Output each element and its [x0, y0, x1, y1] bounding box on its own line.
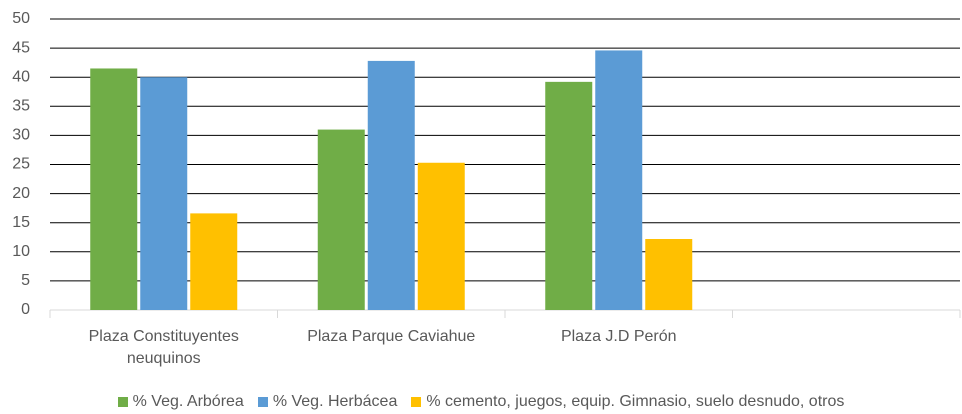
legend-item: % cemento, juegos, equip. Gimnasio, suel…	[411, 393, 844, 411]
legend: % Veg. Arbórea % Veg. Herbácea % cemento, …	[0, 393, 962, 411]
y-tick-label: 35	[12, 98, 30, 115]
y-tick-label: 30	[12, 127, 30, 144]
bar	[140, 77, 188, 310]
legend-swatch	[411, 397, 422, 407]
legend-label: % Veg. Herbácea	[272, 393, 398, 410]
y-tick-label: 45	[12, 39, 30, 56]
y-tick-label: 25	[12, 156, 30, 173]
x-tick-label: Plaza Parque Caviahue	[307, 328, 476, 345]
bar	[190, 213, 238, 310]
bar	[90, 68, 138, 310]
x-tick-label: Plaza Constituyentes neuquinos	[88, 328, 239, 367]
bar	[545, 81, 593, 310]
legend-item: % Veg. Arbórea	[117, 393, 244, 411]
bar	[417, 162, 465, 310]
legend-swatch	[117, 397, 128, 407]
y-tick-label: 0	[21, 301, 30, 318]
legend-label: % cemento, juegos, equip. Gimnasio, suel…	[426, 393, 845, 410]
bar	[317, 129, 365, 310]
legend-item: % Veg. Herbácea	[257, 393, 398, 411]
bar	[645, 238, 693, 310]
x-tick-label: Plaza J.D Perón	[560, 328, 677, 345]
y-tick-label: 15	[12, 214, 30, 231]
y-tick-label: 40	[12, 68, 30, 85]
y-tick-label: 10	[12, 243, 30, 260]
bar	[595, 50, 643, 310]
legend-swatch	[257, 397, 268, 407]
y-tick-label: 5	[21, 272, 30, 289]
y-tick-label: 50	[12, 10, 30, 27]
legend-label: % Veg. Arbórea	[132, 393, 244, 410]
y-tick-label: 20	[12, 185, 30, 202]
bar	[367, 60, 415, 311]
